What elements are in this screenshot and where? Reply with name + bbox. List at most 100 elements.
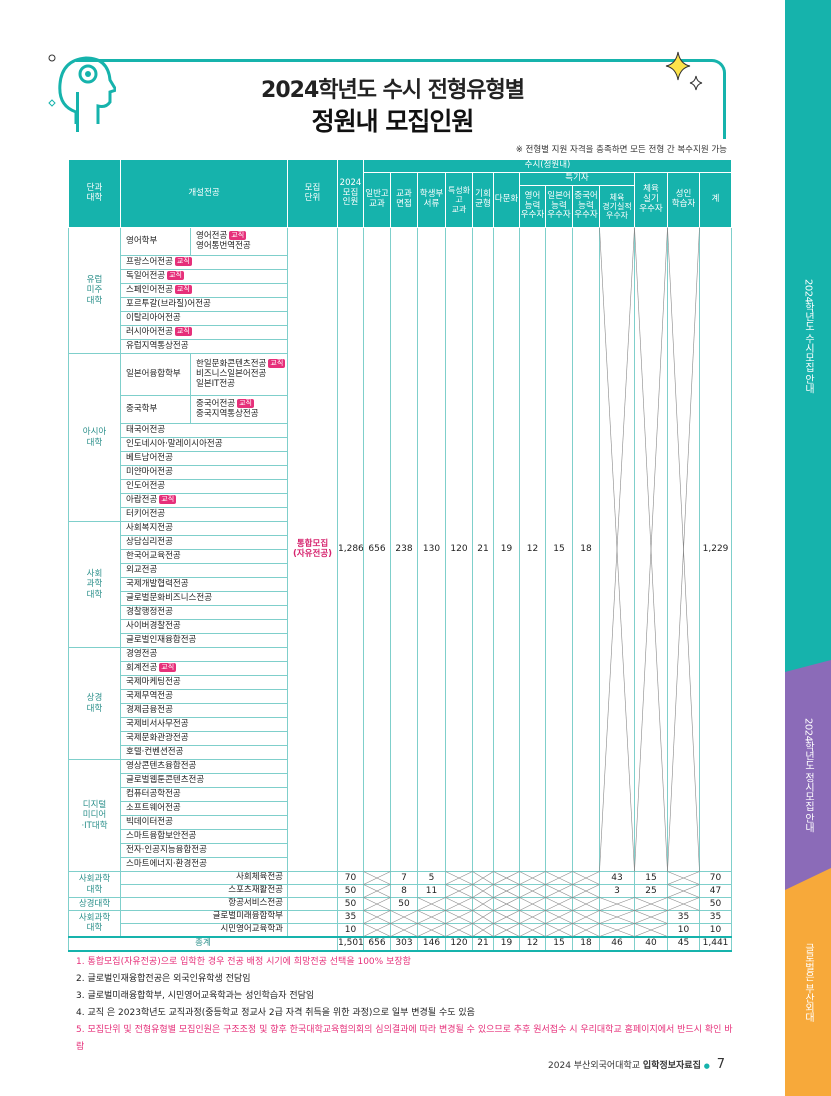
total-value-cell: 18 [572, 935, 600, 952]
crossed-cell [599, 897, 635, 911]
teaching-badge: 교직 [159, 663, 177, 673]
header-total: 계 [698, 172, 733, 228]
major-cell: 국제문화관광전공 [120, 731, 288, 746]
footnote-1: 1. 통합모집(자유전공)으로 입학한 경우 전공 배정 시기에 희망전공 선택… [76, 957, 411, 967]
crossed-cell [519, 871, 546, 885]
crossed-cell [545, 871, 573, 885]
major-cell: 포르투갈(브라질)어전공 [120, 297, 288, 312]
major-cell: 독일어전공 교직 [120, 269, 288, 284]
major-cell: 경찰행정전공 [120, 605, 288, 620]
value-cell: 50 [337, 884, 364, 898]
teaching-badge: 교직 [237, 399, 254, 409]
crossed-cell [634, 910, 668, 924]
crossed-cell [667, 871, 700, 885]
crossed-cell [493, 884, 520, 898]
merged-chinese-cell: 18 [572, 227, 600, 872]
major-cell: 빅데이터전공 [120, 815, 288, 830]
crossed-cell [445, 871, 473, 885]
sidebar-tab-jeongsi[interactable]: 2024학년도 정시모집 안내 [785, 660, 831, 890]
major-cell: 국제마케팅전공 [120, 675, 288, 690]
value-cell: 11 [417, 884, 446, 898]
total-value-cell: 45 [667, 935, 700, 952]
crossed-cell [472, 871, 494, 885]
value-cell: 8 [390, 884, 418, 898]
total-value-cell: 303 [390, 935, 418, 952]
crossed-cell [599, 923, 635, 937]
crossed-cell [572, 871, 600, 885]
page-title-line2: 정원내 모집인원 [311, 107, 475, 136]
crossed-cell [445, 884, 473, 898]
total-row: 총계 1,501 656 303 146 120 21 19 12 15 18 46 40 45 1,441 [68, 935, 733, 952]
header-english: 영어 능력 우수자 [519, 185, 546, 228]
college-cell: 아시아 대학 [68, 353, 121, 522]
major-cell: 영어학부 [120, 227, 191, 256]
sidebar-tab-susi[interactable]: 2024학년도 수시모집 안내 [785, 0, 831, 672]
crossed-cell [363, 910, 391, 924]
crossed-cell [519, 910, 546, 924]
sub-major-cell: 중국어전공 교직 중국지역통상전공 [190, 395, 288, 424]
sparkle-icon [665, 51, 703, 91]
major-cell: 스마트에너지·환경전공 [120, 857, 288, 872]
total-value-cell: 46 [599, 935, 635, 952]
admission-table: 단과 대학 개설전공 모집 단위 2024 모집 인원 수시(정원내) 일반고 … [68, 159, 733, 952]
crossed-cell [634, 227, 668, 872]
crossed-cell [599, 227, 635, 872]
table-row: 회계전공 교직 [69, 661, 732, 676]
value-cell: 70 [698, 871, 733, 885]
teaching-badge: 교직 [268, 359, 286, 369]
sidebar-tab-global[interactable]: 글로벌은 부산외대 [785, 868, 831, 1096]
college-cell: 사회과학 대학 [68, 910, 121, 937]
crossed-cell [472, 923, 494, 937]
value-cell: 47 [698, 884, 733, 898]
major-cell: 호텔·컨벤션전공 [120, 745, 288, 760]
college-cell: 유럽 미주 대학 [68, 227, 121, 354]
section-sidebar: 2024학년도 수시모집 안내 2024학년도 정시모집 안내 글로벌은 부산외… [785, 0, 831, 1096]
table-row: 아시아 대학 일본어융합학부 한일문화콘텐츠전공 교직 비즈니스일본어전공 일본IT전공 [68, 353, 732, 522]
crossed-cell [545, 884, 573, 898]
table-row: 사회과학 대학 글로벌미래융합학부 35 35 35 [68, 910, 733, 937]
page-footer: 2024 부산외국어대학교 입학정보자료집 ● 7 [548, 1057, 725, 1072]
major-cell: 사회체육전공 [120, 871, 288, 885]
table-row: 유럽 미주 대학 영어학부 영어전공 교직 영어통번역전공 통합모집 (자유전공) 1,28… [68, 227, 733, 872]
major-cell: 국제무역전공 [120, 689, 288, 704]
major-cell: 영상콘텐츠융합전공 [120, 759, 288, 774]
crossed-cell [445, 897, 473, 911]
header-interview: 교과 면접 [390, 172, 418, 228]
teaching-badge: 교직 [167, 271, 184, 281]
college-cell: 디지털 미디어 ·IT대학 [68, 759, 121, 872]
header-student-record: 학생부 서류 [417, 172, 446, 228]
major-cell: 컴퓨터공학전공 [120, 787, 288, 802]
college-cell: 상경 대학 [68, 647, 121, 760]
footnote-2: 2. 글로벌인재융합전공은 외국인유학생 전담임 [76, 974, 251, 984]
header-special-high: 특성화고 교과 [445, 172, 473, 228]
total-value-cell: 19 [493, 935, 520, 952]
crossed-cell [493, 871, 520, 885]
merged-english-cell: 12 [519, 227, 546, 872]
unit-cell [287, 871, 338, 885]
crossed-cell [599, 910, 635, 924]
footer-text: 2024 부산외국어대학교 [548, 1061, 643, 1071]
crossed-cell [472, 884, 494, 898]
major-cell: 사회복지전공 [120, 521, 288, 536]
crossed-cell [545, 910, 573, 924]
merged-general-subject-cell: 656 [363, 227, 391, 872]
page-number: 7 [716, 1057, 725, 1072]
major-cell: 인도어전공 [120, 479, 288, 494]
total-value-cell: 1,501 [337, 935, 364, 952]
crossed-cell [667, 897, 700, 911]
value-cell: 10 [667, 923, 700, 937]
merged-unit-cell: 통합모집 (자유전공) [287, 227, 338, 872]
crossed-cell [572, 923, 600, 937]
major-cell: 러시아어전공 교직 [120, 325, 288, 340]
college-cell: 사회 과학 대학 [68, 521, 121, 648]
sidebar-tab-label: 글로벌은 부산외대 [802, 942, 814, 1022]
crossed-cell [493, 910, 520, 924]
crossed-cell [572, 910, 600, 924]
value-cell: 10 [337, 923, 364, 937]
value-cell: 5 [417, 871, 446, 885]
header-teuk: 특기자 [519, 172, 635, 186]
major-cell: 인도네시아·말레이시아전공 [120, 437, 288, 452]
header-japanese: 일본어 능력 우수자 [545, 185, 573, 228]
crossed-cell [493, 897, 520, 911]
header-unit: 모집 단위 [287, 159, 338, 228]
